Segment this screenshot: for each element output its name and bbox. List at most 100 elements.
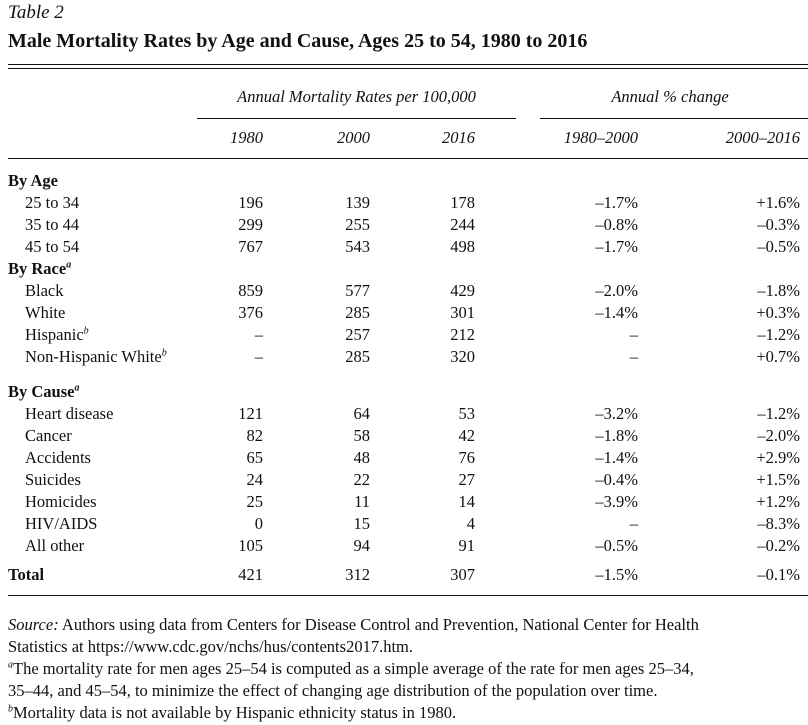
val-2016: 244 — [450, 215, 475, 234]
val-2000: 11 — [354, 492, 370, 511]
val-2000-2016: –0.2% — [757, 536, 800, 555]
table-row: Cancer 82 58 42 –1.8% –2.0% — [0, 425, 808, 447]
val-1980: 24 — [246, 470, 264, 489]
val-2016: 212 — [450, 325, 475, 344]
val-1980: 196 — [238, 193, 263, 212]
section-label: By Racea — [8, 258, 71, 280]
row-label: 25 to 34 — [25, 192, 79, 214]
val-1980: 65 — [246, 448, 264, 467]
group-header-change: Annual % change — [611, 87, 729, 106]
section-label-text: By Race — [8, 259, 67, 278]
total-val-2016: 307 — [450, 565, 475, 584]
table-row: Suicides 24 22 27 –0.4% +1.5% — [0, 469, 808, 491]
group-header-rates: Annual Mortality Rates per 100,000 — [237, 87, 476, 106]
val-2000: 577 — [345, 281, 370, 300]
val-1980: – — [254, 347, 263, 366]
table-row: Accidents 65 48 76 –1.4% +2.9% — [0, 447, 808, 469]
val-1980-2000: –1.4% — [595, 448, 638, 467]
table-row: Heart disease 121 64 53 –3.2% –1.2% — [0, 403, 808, 425]
val-1980-2000: –0.5% — [595, 536, 638, 555]
val-1980-2000: – — [629, 514, 638, 533]
val-2000-2016: +0.3% — [756, 303, 800, 322]
row-label: Suicides — [25, 469, 81, 491]
val-2016: 320 — [450, 347, 475, 366]
val-1980: 767 — [238, 237, 263, 256]
footnote-mark: a — [66, 259, 72, 271]
val-2000-2016: –1.2% — [757, 325, 800, 344]
val-2000-2016: –1.8% — [757, 281, 800, 300]
row-label-text: 45 to 54 — [25, 237, 80, 256]
group-rule-change — [540, 118, 808, 119]
val-2016: 498 — [450, 237, 475, 256]
col-header-1980: 1980 — [230, 128, 263, 147]
row-label-text: Homicides — [25, 492, 97, 511]
val-1980-2000: –0.4% — [595, 470, 638, 489]
val-2000: 543 — [345, 237, 370, 256]
row-label-text: 25 to 34 — [25, 193, 80, 212]
table-row: Non-Hispanic Whiteb – 285 320 – +0.7% — [0, 346, 808, 368]
footnote-a-line2: 35–44, and 45–54, to minimize the effect… — [8, 681, 658, 700]
footnote-b-text: Mortality data is not available by Hispa… — [13, 703, 457, 722]
bottom-rule — [8, 595, 808, 596]
table-row: Black 859 577 429 –2.0% –1.8% — [0, 280, 808, 302]
top-rule — [8, 64, 808, 65]
val-2016: 301 — [450, 303, 475, 322]
group-rule-rates — [197, 118, 516, 119]
val-1980-2000: –3.9% — [595, 492, 638, 511]
val-1980-2000: –1.7% — [595, 193, 638, 212]
val-2000-2016: –0.5% — [757, 237, 800, 256]
val-2016: 27 — [458, 470, 476, 489]
table-title: Male Mortality Rates by Age and Cause, A… — [8, 30, 588, 52]
val-2000: 58 — [353, 426, 371, 445]
section-label-text: By Age — [8, 171, 58, 190]
row-label: 35 to 44 — [25, 214, 79, 236]
top-rule-second — [8, 68, 808, 69]
val-2000: 255 — [345, 215, 370, 234]
val-1980-2000: –0.8% — [595, 215, 638, 234]
val-2000: 22 — [353, 470, 371, 489]
val-2000-2016: +1.6% — [756, 193, 800, 212]
footnote-a-mark: a — [8, 659, 13, 671]
source-text-1: Authors using data from Centers for Dise… — [58, 615, 699, 634]
total-label: Total — [8, 565, 45, 584]
total-val-1980-2000: –1.5% — [595, 565, 638, 584]
section-label: By Age — [8, 170, 58, 192]
row-label: All other — [25, 535, 84, 557]
val-2000: 139 — [345, 193, 370, 212]
col-header-2000: 2000 — [337, 128, 370, 147]
val-1980-2000: – — [629, 347, 638, 366]
row-label-text: Suicides — [25, 470, 81, 489]
footnote-b: bMortality data is not available by Hisp… — [8, 702, 808, 724]
footnote-a-text: The mortality rate for men ages 25–54 is… — [13, 659, 694, 678]
val-2000: 285 — [345, 303, 370, 322]
total-val-2000-2016: –0.1% — [757, 565, 800, 584]
val-2016: 429 — [450, 281, 475, 300]
section-header: By Age — [0, 170, 808, 192]
table-row: All other 105 94 91 –0.5% –0.2% — [0, 535, 808, 557]
val-1980: 25 — [246, 492, 264, 511]
source-note-line2: Statistics at https://www.cdc.gov/nchs/h… — [8, 637, 413, 656]
total-val-1980: 421 — [238, 565, 263, 584]
val-2000-2016: –0.3% — [757, 215, 800, 234]
val-2016: 4 — [466, 514, 475, 533]
val-2000: 64 — [353, 404, 371, 423]
col-header-2000-2016: 2000–2016 — [725, 128, 800, 147]
val-2000-2016: –1.2% — [757, 404, 800, 423]
row-label-text: HIV/AIDS — [25, 514, 98, 533]
val-2000: 48 — [353, 448, 371, 467]
val-2016: 14 — [458, 492, 476, 511]
row-label-text: Hispanic — [25, 325, 84, 344]
column-header-row: 1980 2000 2016 1980–2000 2000–2016 — [0, 127, 808, 149]
row-label-text: Heart disease — [25, 404, 114, 423]
val-2000-2016: –2.0% — [757, 426, 800, 445]
source-note: Source: Authors using data from Centers … — [8, 614, 808, 636]
table-row: White 376 285 301 –1.4% +0.3% — [0, 302, 808, 324]
row-label: Heart disease — [25, 403, 113, 425]
table-row: Hispanicb – 257 212 – –1.2% — [0, 324, 808, 346]
row-label-text: Accidents — [25, 448, 91, 467]
val-1980: 82 — [246, 426, 264, 445]
row-label-text: Black — [25, 281, 64, 300]
row-label: Accidents — [25, 447, 91, 469]
val-1980-2000: –1.7% — [595, 237, 638, 256]
